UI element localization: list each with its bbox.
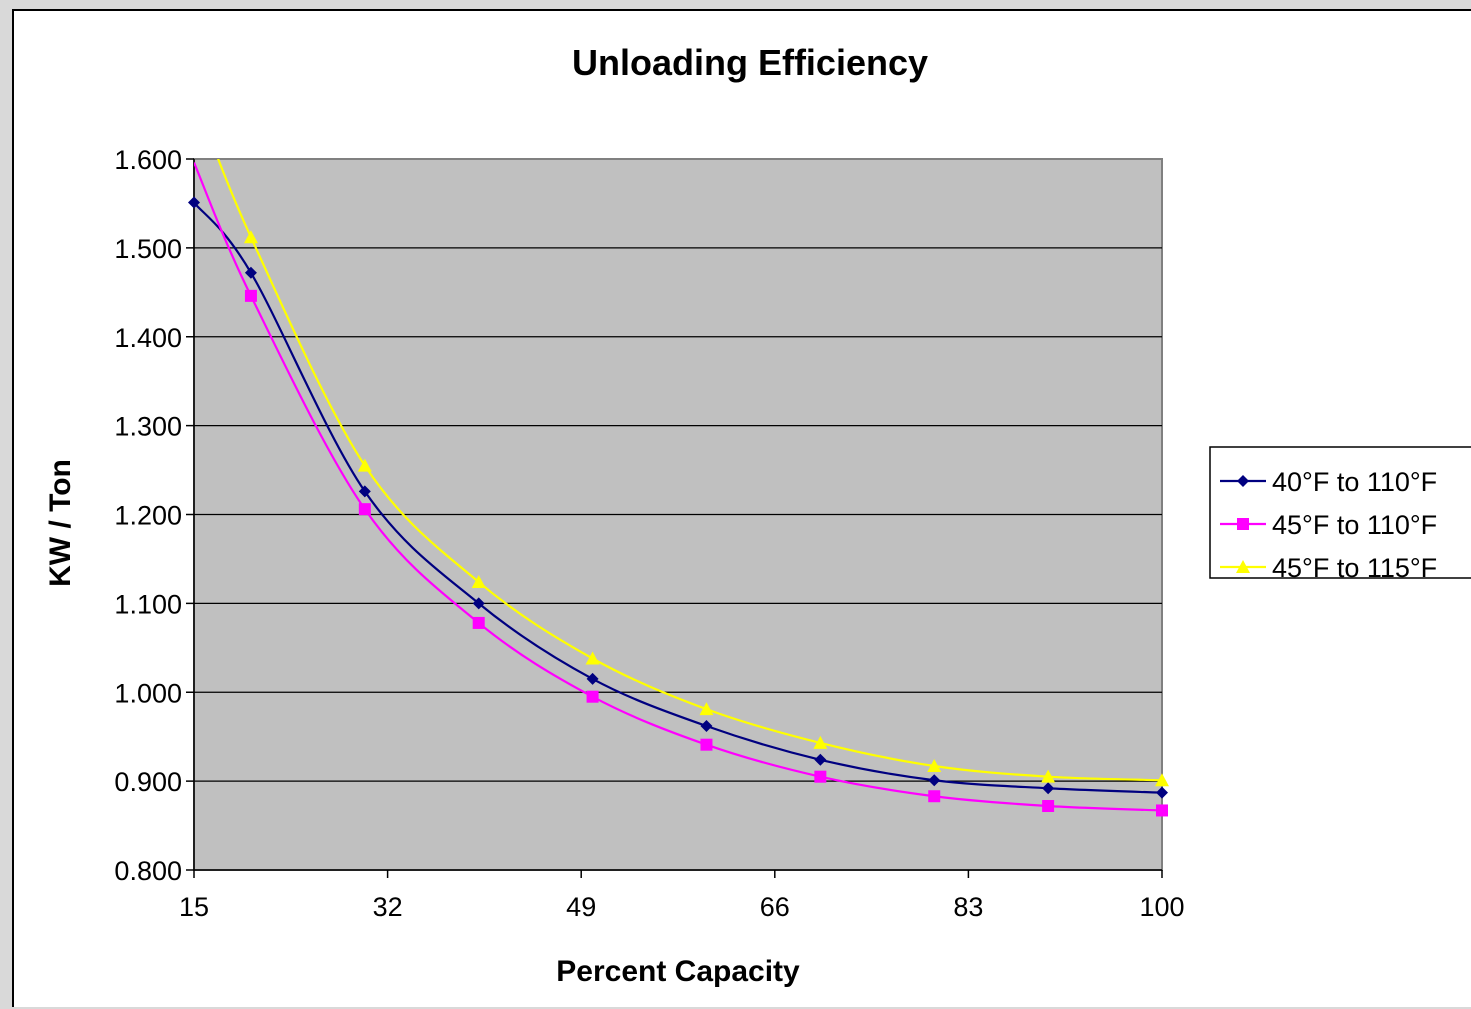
- grid-lines: [194, 247, 1162, 782]
- data-point-series-1: [244, 266, 257, 279]
- data-point-series-3: [471, 575, 486, 589]
- y-axis-title: KW / Ton: [44, 459, 77, 587]
- data-point-series-1: [586, 672, 599, 685]
- data-point-series-1: [928, 774, 941, 787]
- legend-marker: [1237, 475, 1249, 487]
- legend-label: 45°F to 115°F: [1272, 553, 1437, 583]
- data-point-series-2: [700, 738, 713, 751]
- chart-title: Unloading Efficiency: [572, 42, 928, 83]
- x-tick-label: 15: [179, 892, 209, 922]
- data-point-series-2: [244, 289, 257, 302]
- y-tick-label: 1.600: [114, 145, 182, 175]
- y-axis-ticks: 0.800 0.900 1.000 1.100 1.200 1.300 1.400 1.500…: [114, 145, 194, 886]
- data-point-series-2: [928, 790, 941, 803]
- chart-svg: Unloading Efficiency 0.800 0.900 1.000 1.10…: [44, 42, 1471, 988]
- x-axis-title: Percent Capacity: [556, 955, 800, 988]
- y-tick-label: 1.000: [114, 678, 182, 708]
- data-point-series-2: [1042, 800, 1055, 813]
- y-tick-label: 1.400: [114, 323, 182, 353]
- series-line-3: [217, 159, 1162, 782]
- y-tick-label: 1.200: [114, 501, 182, 531]
- series-lines: [194, 159, 1162, 812]
- legend: 40°F to 110°F 45°F to 110°F 45°F to 115°F: [1209, 446, 1471, 583]
- data-point-series-3: [585, 651, 600, 665]
- data-point-series-1: [700, 720, 713, 733]
- legend-marker: [1237, 518, 1249, 530]
- chart-frame: Unloading Efficiency 0.800 0.900 1.000 1.10…: [12, 9, 1471, 1007]
- x-axis-ticks: 15 32 49 66 83 100: [179, 870, 1185, 922]
- x-tick-label: 49: [566, 892, 596, 922]
- data-point-series-3: [357, 458, 372, 472]
- data-point-series-3: [1041, 769, 1056, 783]
- y-tick-label: 0.900: [114, 767, 182, 797]
- x-tick-label: 100: [1139, 892, 1184, 922]
- y-tick-label: 1.100: [114, 589, 182, 619]
- data-point-series-1: [358, 485, 371, 498]
- data-point-series-2: [358, 503, 371, 516]
- y-tick-label: 1.300: [114, 412, 182, 442]
- data-point-series-2: [814, 770, 827, 783]
- legend-label: 45°F to 110°F: [1272, 510, 1437, 540]
- data-point-series-2: [1156, 804, 1168, 817]
- data-point-series-3: [927, 759, 942, 773]
- y-tick-label: 0.800: [114, 856, 182, 886]
- data-point-series-1: [814, 753, 827, 766]
- legend-marker: [1236, 560, 1250, 573]
- data-point-series-2: [586, 690, 599, 703]
- data-point-series-3: [813, 735, 828, 749]
- data-point-series-3: [243, 230, 258, 244]
- data-point-series-3: [699, 702, 714, 716]
- x-tick-label: 66: [760, 892, 790, 922]
- data-point-series-1: [1042, 782, 1055, 795]
- series-line-1: [194, 201, 1162, 794]
- y-tick-label: 1.500: [114, 234, 182, 264]
- data-point-series-2: [472, 616, 485, 629]
- data-point-series-1: [1156, 786, 1168, 799]
- data-point-series-3: [1155, 773, 1169, 787]
- legend-box: [1209, 446, 1471, 579]
- data-point-series-1: [188, 196, 200, 209]
- series-line-2: [194, 162, 1162, 812]
- legend-label: 40°F to 110°F: [1272, 467, 1437, 497]
- data-point-series-1: [472, 597, 485, 610]
- x-tick-label: 32: [373, 892, 403, 922]
- x-tick-label: 83: [953, 892, 983, 922]
- series-markers: [188, 196, 1169, 817]
